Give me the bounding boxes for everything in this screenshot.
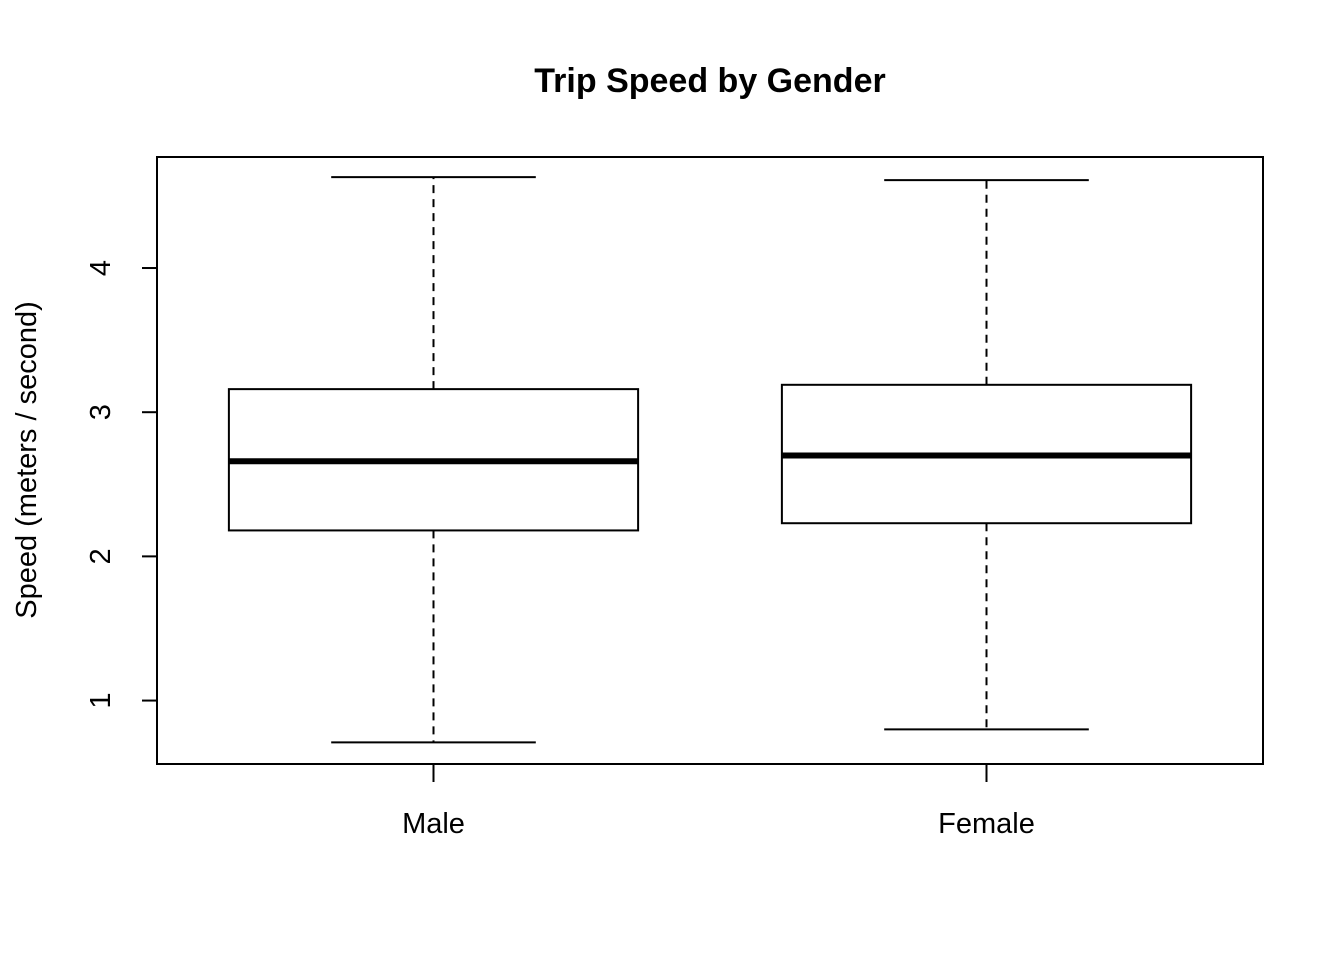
y-tick-label: 4: [85, 260, 117, 276]
y-axis: 1 2 3 4: [85, 260, 157, 709]
box-male: [227, 176, 640, 744]
x-tick-label: Female: [938, 808, 1035, 840]
y-axis-label: Speed (meters / second): [11, 301, 43, 619]
boxes: [227, 176, 1193, 744]
box-female: [780, 179, 1193, 731]
chart-title: Trip Speed by Gender: [534, 62, 885, 100]
x-tick-label: Male: [402, 808, 465, 840]
y-tick-label: 3: [85, 404, 117, 420]
x-axis: Male Female: [402, 764, 1035, 840]
plot-frame: [156, 156, 1264, 765]
y-tick-label: 1: [85, 692, 117, 708]
y-tick-label: 2: [85, 548, 117, 564]
